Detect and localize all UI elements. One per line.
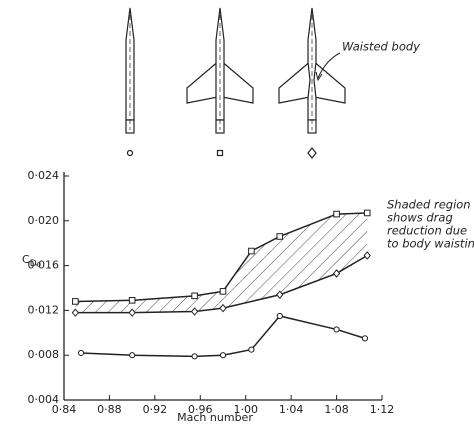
point [191, 292, 198, 300]
annotation-line: to body waisting [387, 237, 474, 251]
point [71, 308, 80, 317]
point [191, 353, 198, 360]
y-label-main: C [22, 253, 30, 266]
point [276, 233, 284, 240]
y-tick-label: 0·008 [28, 348, 60, 361]
point [363, 209, 371, 217]
series-line [75, 212, 368, 303]
point [190, 307, 199, 316]
point [77, 349, 85, 357]
point [248, 247, 255, 255]
x-tick-label: 1·12 [370, 403, 395, 416]
annotation-line: reduction due [387, 224, 467, 238]
legend-diamond [307, 147, 317, 159]
annotation: Waisted body [342, 40, 420, 54]
pointer-arrow [317, 52, 341, 79]
point [128, 308, 136, 317]
point [129, 352, 136, 359]
waisted-body [278, 7, 346, 159]
point [276, 312, 283, 320]
point [72, 298, 79, 305]
arrow-head [315, 71, 323, 82]
y-tick-label: 0·004 [28, 393, 60, 406]
x-tick-label: 1·00 [233, 403, 258, 416]
point [128, 297, 136, 304]
x-tick-label: 0·84 [52, 403, 77, 416]
point [332, 269, 341, 278]
x-tick-label: 0·96 [188, 403, 213, 416]
point [219, 288, 227, 295]
annotation-line: shows drag [387, 211, 453, 225]
point [333, 210, 340, 218]
plain-body [125, 7, 135, 157]
point [219, 352, 227, 359]
y-tick-label: 0·012 [28, 303, 60, 316]
winged-body [186, 7, 254, 157]
y-tick-label: 0·016 [28, 259, 60, 272]
x-tick-label: 0·88 [97, 403, 122, 416]
point [276, 290, 284, 299]
point [363, 251, 371, 260]
y-tick-label: 0·024 [28, 169, 60, 182]
y-axis-label: CD0 [22, 253, 41, 269]
legend-circle [126, 149, 134, 157]
series-line [81, 315, 366, 358]
point [248, 346, 255, 353]
y-tick-label: 0·020 [28, 214, 60, 227]
point [333, 326, 340, 333]
x-tick-label: 0·92 [143, 403, 168, 416]
annotation-line: Shaded region [387, 198, 471, 212]
y-label-subsub: 0 [37, 261, 41, 269]
point [219, 303, 227, 313]
x-axis-label: Mach number [177, 411, 253, 424]
shaded-region [75, 212, 368, 313]
x-tick-label: 1·04 [279, 403, 304, 416]
legend-square [216, 149, 224, 157]
x-tick-label: 1·08 [324, 403, 349, 416]
y-label-sub: D [30, 259, 37, 269]
point [361, 335, 369, 342]
